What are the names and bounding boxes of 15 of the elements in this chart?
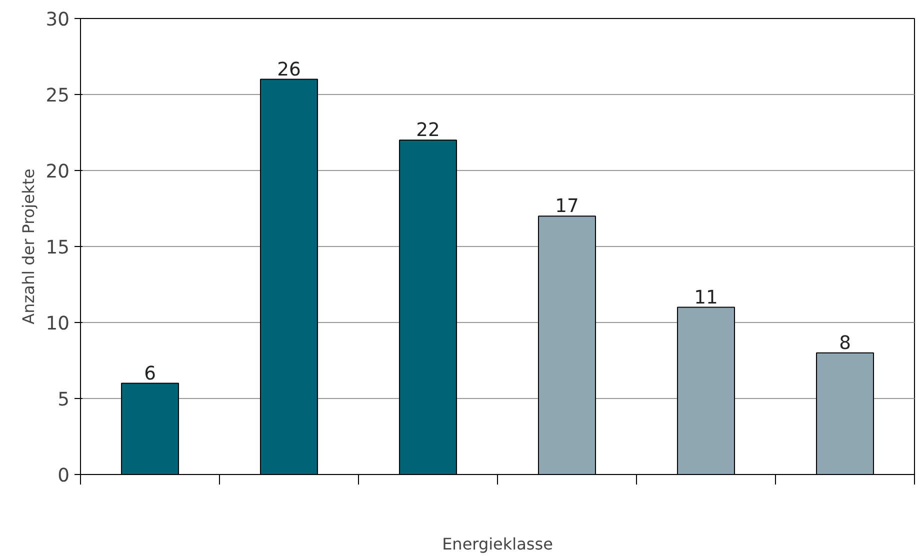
y-tick-label: 20 [46,162,70,182]
y-tick-label: 0 [58,466,70,486]
data-label: 6 [144,363,156,384]
data-label: 11 [694,287,718,308]
data-label: 8 [839,332,851,354]
data-label: 17 [555,196,579,218]
data-label: 22 [416,120,440,142]
data-label: 26 [277,59,301,80]
y-tick-label: 10 [46,314,70,334]
y-tick-label: 5 [58,390,70,410]
y-tick-label: 30 [46,10,70,30]
y-tick-label: 25 [46,86,70,106]
x-axis-title: Energieklasse [442,534,553,554]
y-axis-title: Anzahl der Projekte [18,168,38,324]
y-tick-label: 15 [46,238,70,258]
